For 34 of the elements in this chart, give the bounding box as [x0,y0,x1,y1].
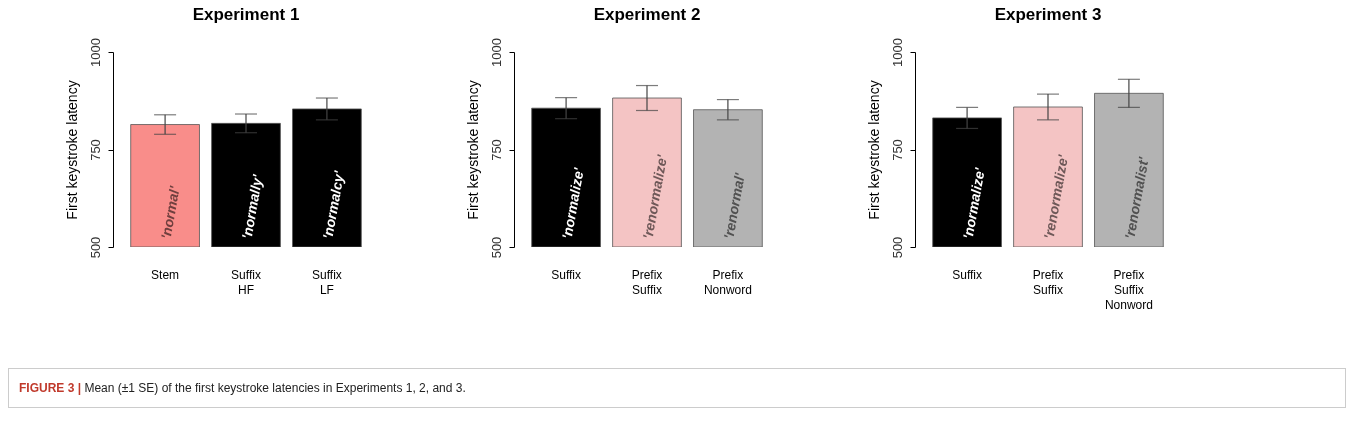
chart-title: Experiment 1 [192,4,300,24]
y-axis-title: First keystroke latency [464,80,481,220]
y-tick-label: 1000 [87,38,103,67]
x-tick-label: Suffix LF [312,267,342,297]
annotation: 'renormalist' [1121,155,1152,241]
x-tick-label: Suffix [952,267,982,282]
annotation: 'normalize' [558,165,587,241]
caption: FIGURE 3 | Mean (±1 SE) of the first keystroke latencies in Experiments 1, 2, and 3. [19,381,467,395]
y-tick-label: 500 [889,236,905,259]
y-tick-label: 1000 [488,38,504,67]
x-tick-label: Prefix Suffix [631,267,663,297]
annotation: 'renormalize' [639,152,671,241]
annotation: 'normalize' [959,165,988,241]
annotation: 'renormal' [720,171,748,241]
y-axis-title: First keystroke latency [865,80,882,220]
chart-title: Experiment 3 [994,4,1102,24]
annotation: 'normally' [238,172,266,241]
y-tick-label: 750 [87,139,103,161]
y-tick-label: 500 [488,236,504,259]
x-tick-label: Suffix [551,267,581,282]
x-tick-label: Stem [151,267,180,282]
y-tick-label: 1000 [889,38,905,67]
annotation: 'renormalize' [1040,152,1072,241]
annotation: 'normalcy' [319,169,348,241]
chart-title: Experiment 2 [593,4,701,24]
x-tick-label: Prefix Suffix Nonword [1104,267,1153,312]
x-tick-label: Suffix HF [231,267,261,297]
y-tick-label: 750 [488,139,504,161]
y-tick-label: 750 [889,139,905,161]
x-tick-label: Prefix Nonword [703,267,752,297]
annotation: 'normal' [157,184,183,241]
y-tick-label: 500 [87,236,103,259]
y-axis-title: First keystroke latency [63,80,80,220]
x-tick-label: Prefix Suffix [1032,267,1064,297]
